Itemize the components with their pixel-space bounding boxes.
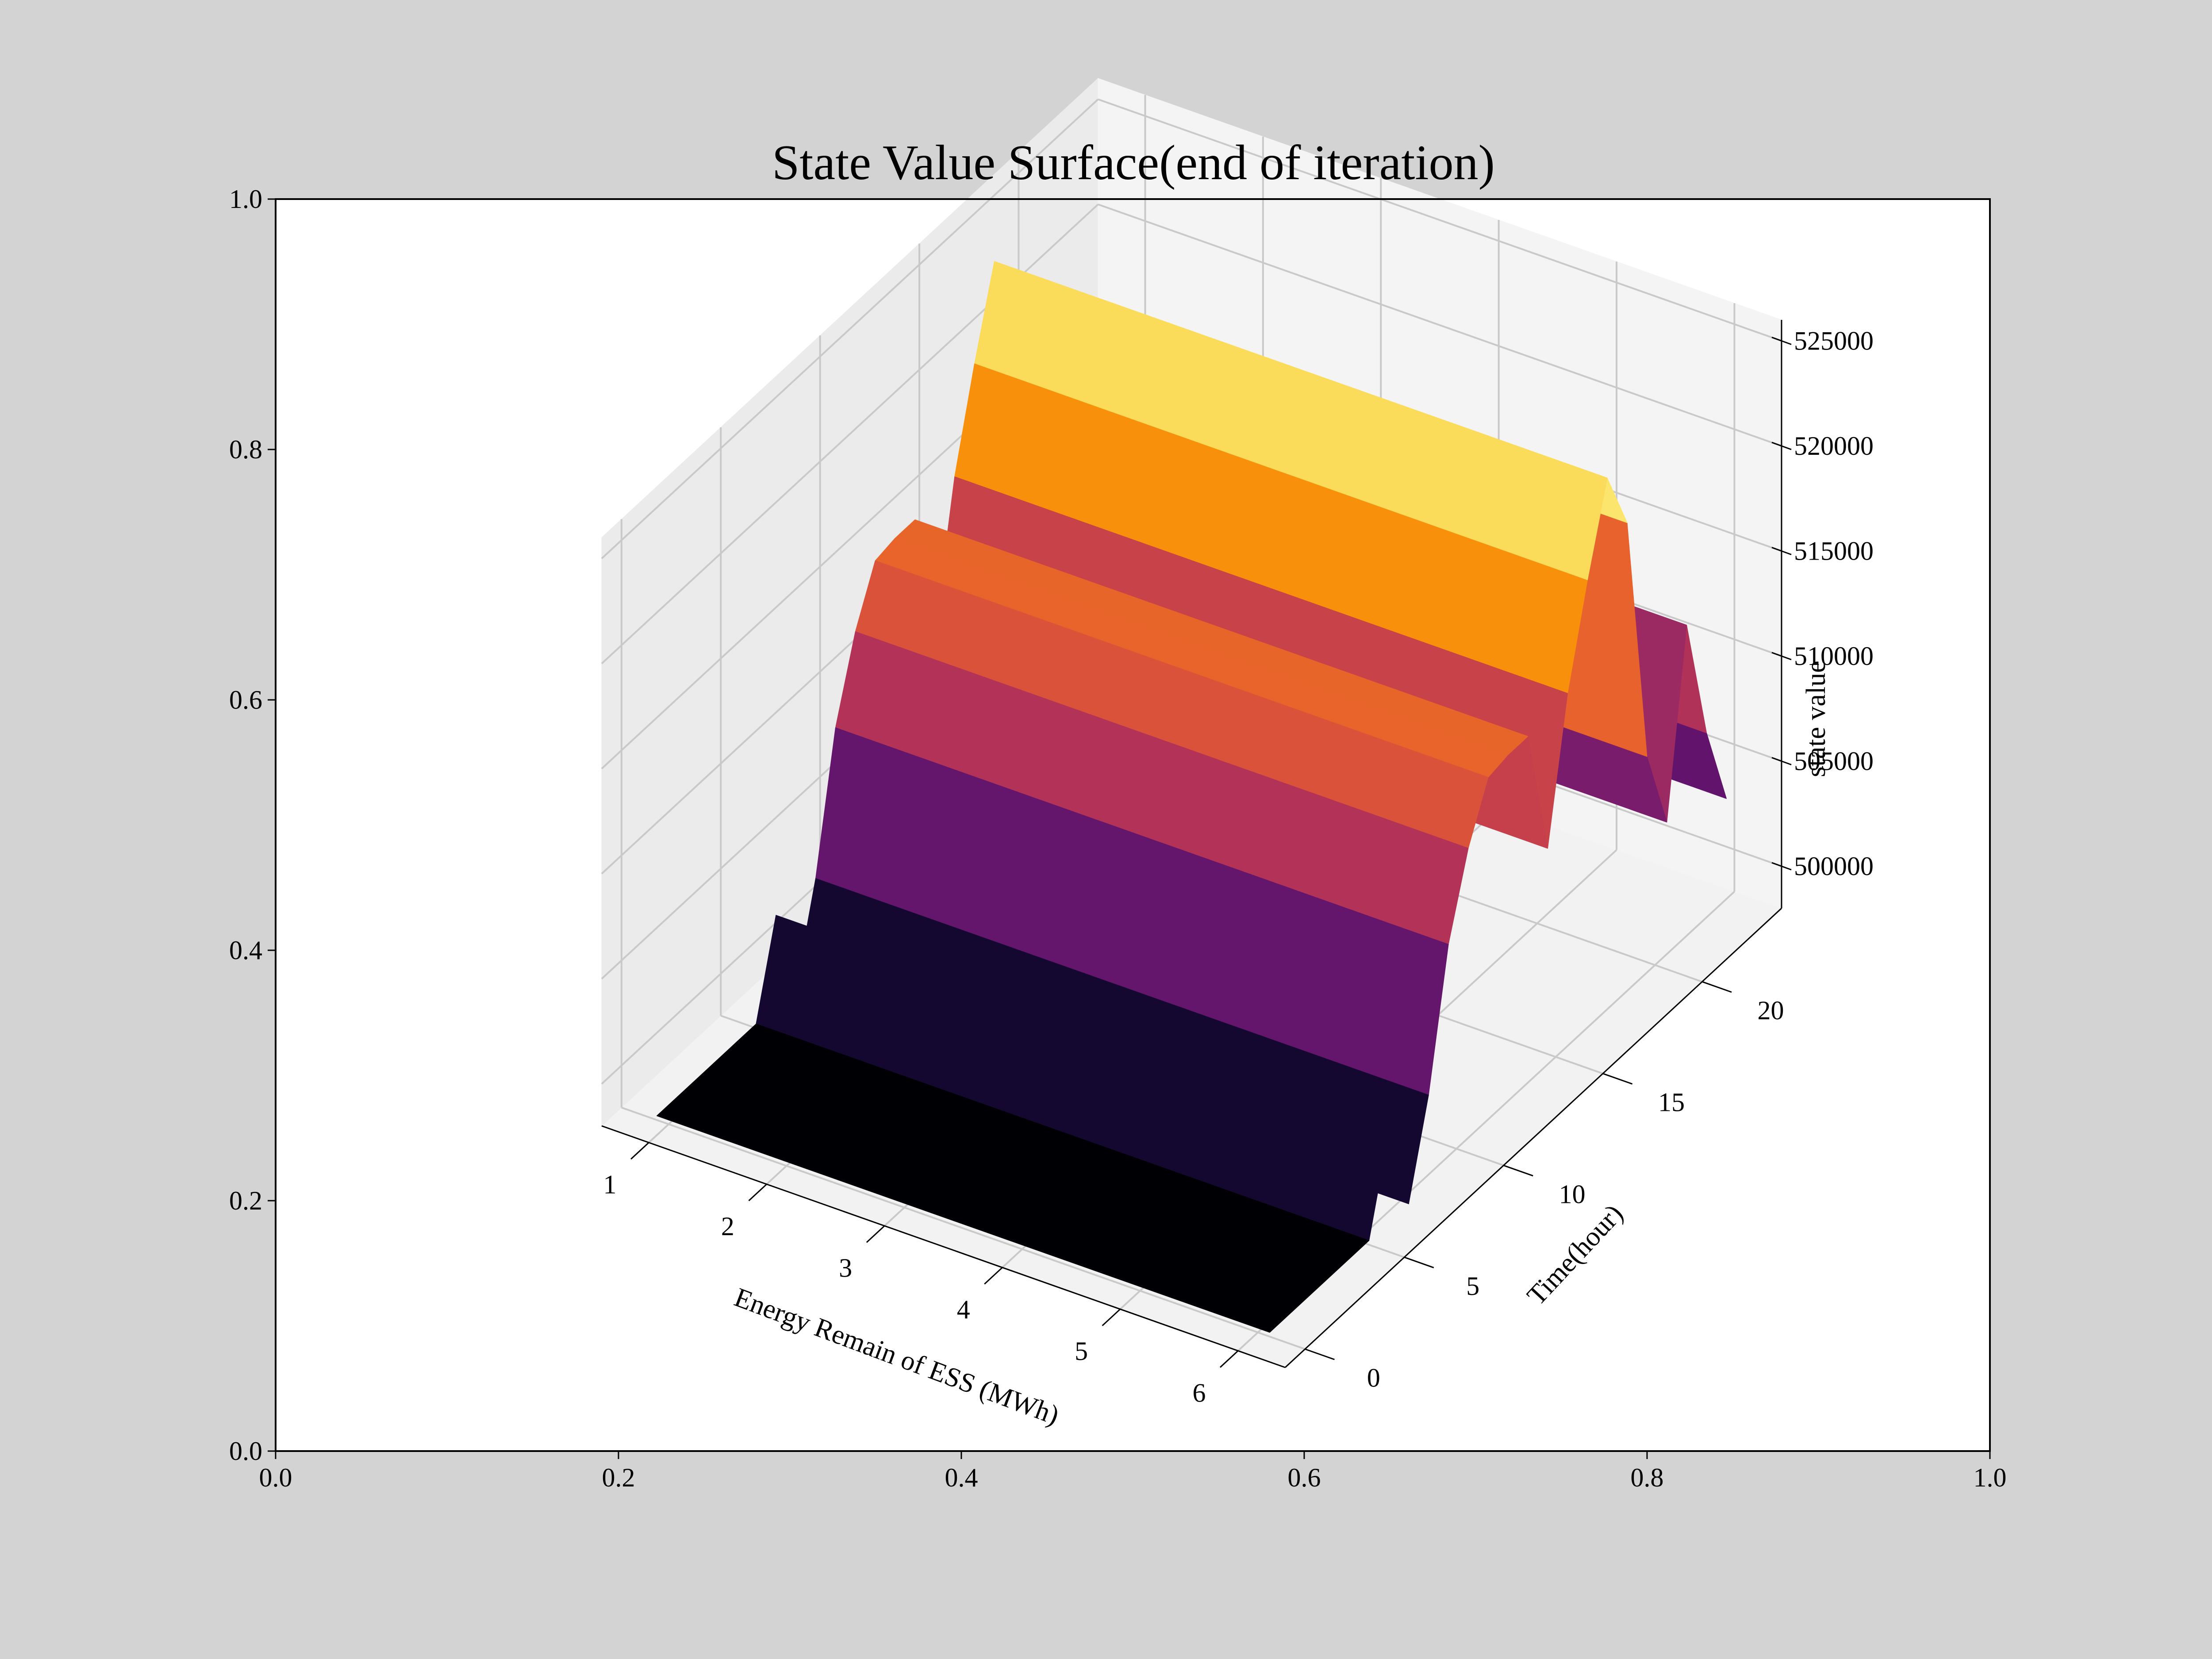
y-axis-tick-label: 15 <box>1658 1088 1685 1117</box>
grid-line-z-back <box>1098 204 1782 447</box>
outer-axes-frame <box>275 198 1991 1452</box>
y-axis-tick-label: 5 <box>1466 1271 1479 1301</box>
surface-strip <box>657 1097 1290 1333</box>
outer-x-tick-label: 0.0 <box>259 1463 292 1492</box>
y-axis-tick-label: 10 <box>1559 1179 1586 1209</box>
outer-x-tick-label: 1.0 <box>1974 1463 2007 1492</box>
z-axis-tick <box>1771 862 1792 871</box>
y-axis-tick <box>1305 1348 1335 1360</box>
outer-x-tick-label: 0.2 <box>602 1463 635 1492</box>
y-axis-tick <box>1503 1164 1533 1177</box>
z-axis-label: state value <box>1801 661 1831 777</box>
z-axis-tick-label: 525000 <box>1794 326 1874 356</box>
chart-3d-axes: 1 2 3 4 5 6 0 5 10 15 20 500000 505000 510000 515000 52… <box>601 320 1874 1407</box>
x-axis-tick <box>630 1142 649 1160</box>
x-axis-line <box>601 1125 1286 1368</box>
x-axis-tick-label: 4 <box>957 1295 970 1324</box>
chart-title: State Value Surface(end of iteration) <box>772 135 1495 190</box>
x-axis-tick-label: 6 <box>1192 1378 1206 1407</box>
x-axis-tick <box>748 1183 767 1202</box>
z-axis-tick-label: 505000 <box>1794 747 1874 776</box>
z-axis-tick-label: 500000 <box>1794 852 1874 881</box>
outer-y-tick-label: 0.0 <box>229 1436 262 1466</box>
y-axis-tick-label: 20 <box>1757 996 1784 1025</box>
outer-x-tick-label: 0.8 <box>1631 1463 1664 1492</box>
grid-line-z-left <box>601 99 1099 559</box>
x-axis-tick-label: 1 <box>603 1170 617 1199</box>
z-axis-tick <box>1771 652 1792 661</box>
outer-x-tick-label: 0.6 <box>1288 1463 1321 1492</box>
x-axis-tick-label: 3 <box>839 1253 852 1283</box>
z-axis-tick-label: 510000 <box>1794 641 1874 671</box>
x-axis-tick <box>866 1225 885 1243</box>
outer-y-tick-label: 0.4 <box>229 936 262 965</box>
y-axis-tick <box>1602 1073 1633 1085</box>
outer-y-tick-label: 0.8 <box>229 435 262 464</box>
grid-line-z-back <box>1098 98 1782 342</box>
y-axis-tick <box>1404 1256 1434 1268</box>
y-axis-line <box>1284 907 1782 1368</box>
outer-y-tick-label: 0.6 <box>229 685 262 714</box>
outer-y-tick-label: 1.0 <box>229 184 262 214</box>
outer-y-tick-label: 0.2 <box>229 1186 262 1215</box>
x-axis-tick <box>1220 1350 1239 1368</box>
outer-x-tick-label: 0.4 <box>945 1463 978 1492</box>
grid-line-y-floor <box>621 1106 1306 1350</box>
z-axis-tick <box>1771 757 1792 765</box>
z-axis-tick <box>1771 337 1792 345</box>
chart-3d-surface <box>657 261 1727 1333</box>
y-axis-tick-label: 0 <box>1367 1363 1380 1392</box>
outer-axes-ticks: 0.0 0.2 0.4 0.6 0.8 1.0 0.0 0.2 0.4 0.6 0.8 1.0 <box>229 184 2007 1492</box>
z-axis-tick <box>1771 547 1792 555</box>
x-axis-tick <box>1102 1309 1121 1326</box>
x-axis-tick-label: 5 <box>1075 1336 1088 1366</box>
z-axis-tick-label: 515000 <box>1794 537 1874 566</box>
z-axis-tick-label: 520000 <box>1794 431 1874 461</box>
y-axis-tick <box>1701 981 1732 993</box>
x-axis-tick-label: 2 <box>721 1212 734 1241</box>
x-axis-tick <box>984 1267 1003 1285</box>
z-axis-tick <box>1771 442 1792 450</box>
